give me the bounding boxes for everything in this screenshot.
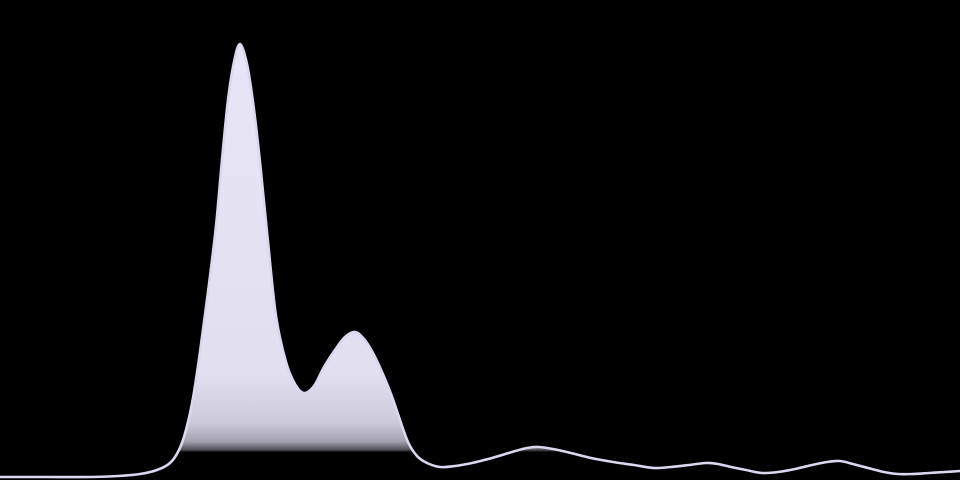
curve-line: [0, 42, 960, 479]
area-fill: [0, 43, 960, 480]
